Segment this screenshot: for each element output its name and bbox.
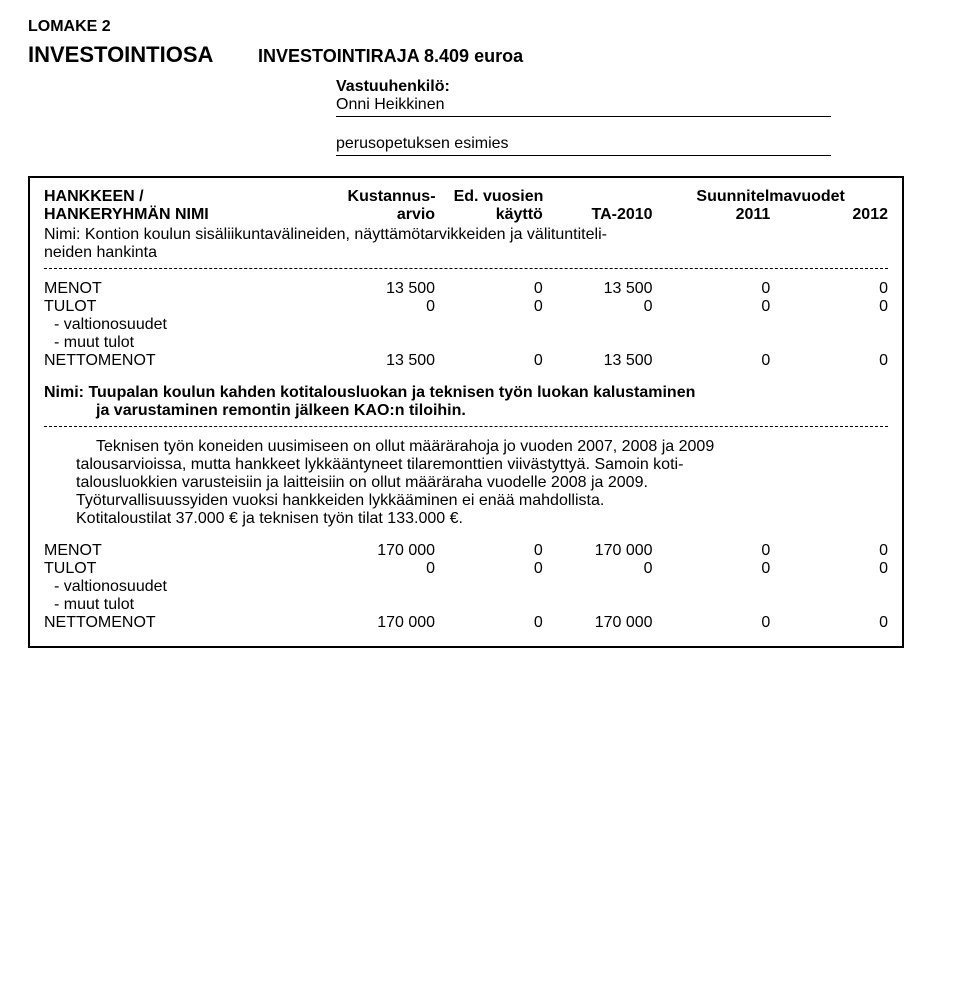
cell: 13 500 bbox=[543, 352, 653, 370]
col-header: Suunnitelmavuodet bbox=[653, 188, 888, 206]
cell: 170 000 bbox=[327, 542, 435, 560]
table-row: NETTOMENOT 170 000 0 170 000 0 0 bbox=[44, 614, 888, 632]
paragraph-line: Työturvallisuussyiden vuoksi hankkeiden … bbox=[76, 492, 888, 510]
cell: 0 bbox=[543, 560, 653, 578]
cell: 0 bbox=[770, 280, 888, 298]
cell: 0 bbox=[435, 542, 543, 560]
header-row-2: HANKERYHMÄN NIMI arvio käyttö TA-2010 20… bbox=[44, 206, 888, 224]
cell: 0 bbox=[435, 614, 543, 632]
cell: 13 500 bbox=[327, 280, 435, 298]
cell: 0 bbox=[653, 352, 771, 370]
table-row: - muut tulot bbox=[44, 334, 888, 352]
investment-limit: INVESTOINTIRAJA 8.409 euroa bbox=[258, 46, 523, 67]
table-row: - valtionosuudet bbox=[44, 578, 888, 596]
section-2: Nimi: Tuupalan koulun kahden kotitalousl… bbox=[44, 384, 888, 528]
row-label: - muut tulot bbox=[44, 596, 338, 614]
col-header: käyttö bbox=[435, 206, 543, 224]
row-label: MENOT bbox=[44, 280, 327, 298]
table-row: MENOT 170 000 0 170 000 0 0 bbox=[44, 542, 888, 560]
cell: 0 bbox=[653, 542, 771, 560]
col-header bbox=[543, 188, 653, 206]
paragraph-line: talousarvioissa, mutta hankkeet lykkäänt… bbox=[76, 456, 888, 474]
paragraph-line: Teknisen työn koneiden uusimiseen on oll… bbox=[96, 438, 878, 456]
cell: 0 bbox=[327, 298, 435, 316]
cell: 0 bbox=[770, 614, 888, 632]
cell: 0 bbox=[653, 614, 771, 632]
table-row: NETTOMENOT 13 500 0 13 500 0 0 bbox=[44, 352, 888, 370]
cell: 0 bbox=[770, 298, 888, 316]
row-label: TULOT bbox=[44, 560, 327, 578]
form-number: LOMAKE 2 bbox=[28, 18, 932, 36]
responsible-label: Vastuuhenkilö: bbox=[336, 78, 932, 96]
col-header: Kustannus- bbox=[328, 188, 436, 206]
cell: 170 000 bbox=[327, 614, 435, 632]
cell: 0 bbox=[653, 560, 771, 578]
responsible-name: Onni Heikkinen bbox=[336, 96, 831, 117]
cell: 170 000 bbox=[543, 614, 653, 632]
table-row: TULOT 0 0 0 0 0 bbox=[44, 560, 888, 578]
cell: 0 bbox=[435, 280, 543, 298]
role-text: perusopetuksen esimies bbox=[336, 135, 831, 156]
paragraph-line: Kotitaloustilat 37.000 € ja teknisen työ… bbox=[76, 510, 888, 528]
table-row: - valtionosuudet bbox=[44, 316, 888, 334]
cell: 0 bbox=[435, 298, 543, 316]
row-label: - valtionosuudet bbox=[44, 316, 338, 334]
table-row: MENOT 13 500 0 13 500 0 0 bbox=[44, 280, 888, 298]
cell: 0 bbox=[653, 298, 771, 316]
row-label: - valtionosuudet bbox=[44, 578, 338, 596]
col-header: 2011 bbox=[653, 206, 771, 224]
dashed-separator bbox=[44, 426, 888, 428]
main-box: HANKKEEN / Kustannus- Ed. vuosien Suunni… bbox=[28, 176, 904, 648]
title-row: INVESTOINTIOSA INVESTOINTIRAJA 8.409 eur… bbox=[28, 42, 932, 68]
col-header: HANKERYHMÄN NIMI bbox=[44, 206, 327, 224]
paragraph-line: talousluokkien varusteisiin ja laitteisi… bbox=[76, 474, 888, 492]
cell: 0 bbox=[770, 352, 888, 370]
col-header: Ed. vuosien bbox=[436, 188, 544, 206]
row-label: MENOT bbox=[44, 542, 327, 560]
project-name-2-line1: Nimi: Tuupalan koulun kahden kotitalousl… bbox=[44, 384, 888, 402]
cell: 13 500 bbox=[543, 280, 653, 298]
table-row: TULOT 0 0 0 0 0 bbox=[44, 298, 888, 316]
cell: 0 bbox=[327, 560, 435, 578]
responsible-block: Vastuuhenkilö: Onni Heikkinen bbox=[336, 78, 932, 117]
header-row-1: HANKKEEN / Kustannus- Ed. vuosien Suunni… bbox=[44, 188, 888, 206]
row-label: - muut tulot bbox=[44, 334, 338, 352]
table-row: - muut tulot bbox=[44, 596, 888, 614]
page-title: INVESTOINTIOSA bbox=[28, 42, 258, 68]
col-header: HANKKEEN / bbox=[44, 188, 328, 206]
cell: 0 bbox=[770, 560, 888, 578]
row-label: NETTOMENOT bbox=[44, 614, 327, 632]
cell: 0 bbox=[435, 560, 543, 578]
row-label: TULOT bbox=[44, 298, 327, 316]
col-header: 2012 bbox=[770, 206, 888, 224]
cell: 170 000 bbox=[543, 542, 653, 560]
cell: 0 bbox=[770, 542, 888, 560]
cell: 0 bbox=[435, 352, 543, 370]
dashed-separator bbox=[44, 268, 888, 270]
cell: 0 bbox=[543, 298, 653, 316]
role-block: perusopetuksen esimies bbox=[336, 135, 932, 156]
bottom-table: MENOT 170 000 0 170 000 0 0 TULOT 0 0 0 … bbox=[44, 542, 888, 632]
cell: 13 500 bbox=[327, 352, 435, 370]
row-label: NETTOMENOT bbox=[44, 352, 327, 370]
col-header: arvio bbox=[327, 206, 435, 224]
col-header: TA-2010 bbox=[543, 206, 653, 224]
cell: 0 bbox=[653, 280, 771, 298]
project-name-1-line2: neiden hankinta bbox=[44, 244, 888, 262]
project-name-1-line1: Nimi: Kontion koulun sisäliikuntavälinei… bbox=[44, 226, 888, 244]
project-name-2-line2: ja varustaminen remontin jälkeen KAO:n t… bbox=[96, 402, 878, 420]
